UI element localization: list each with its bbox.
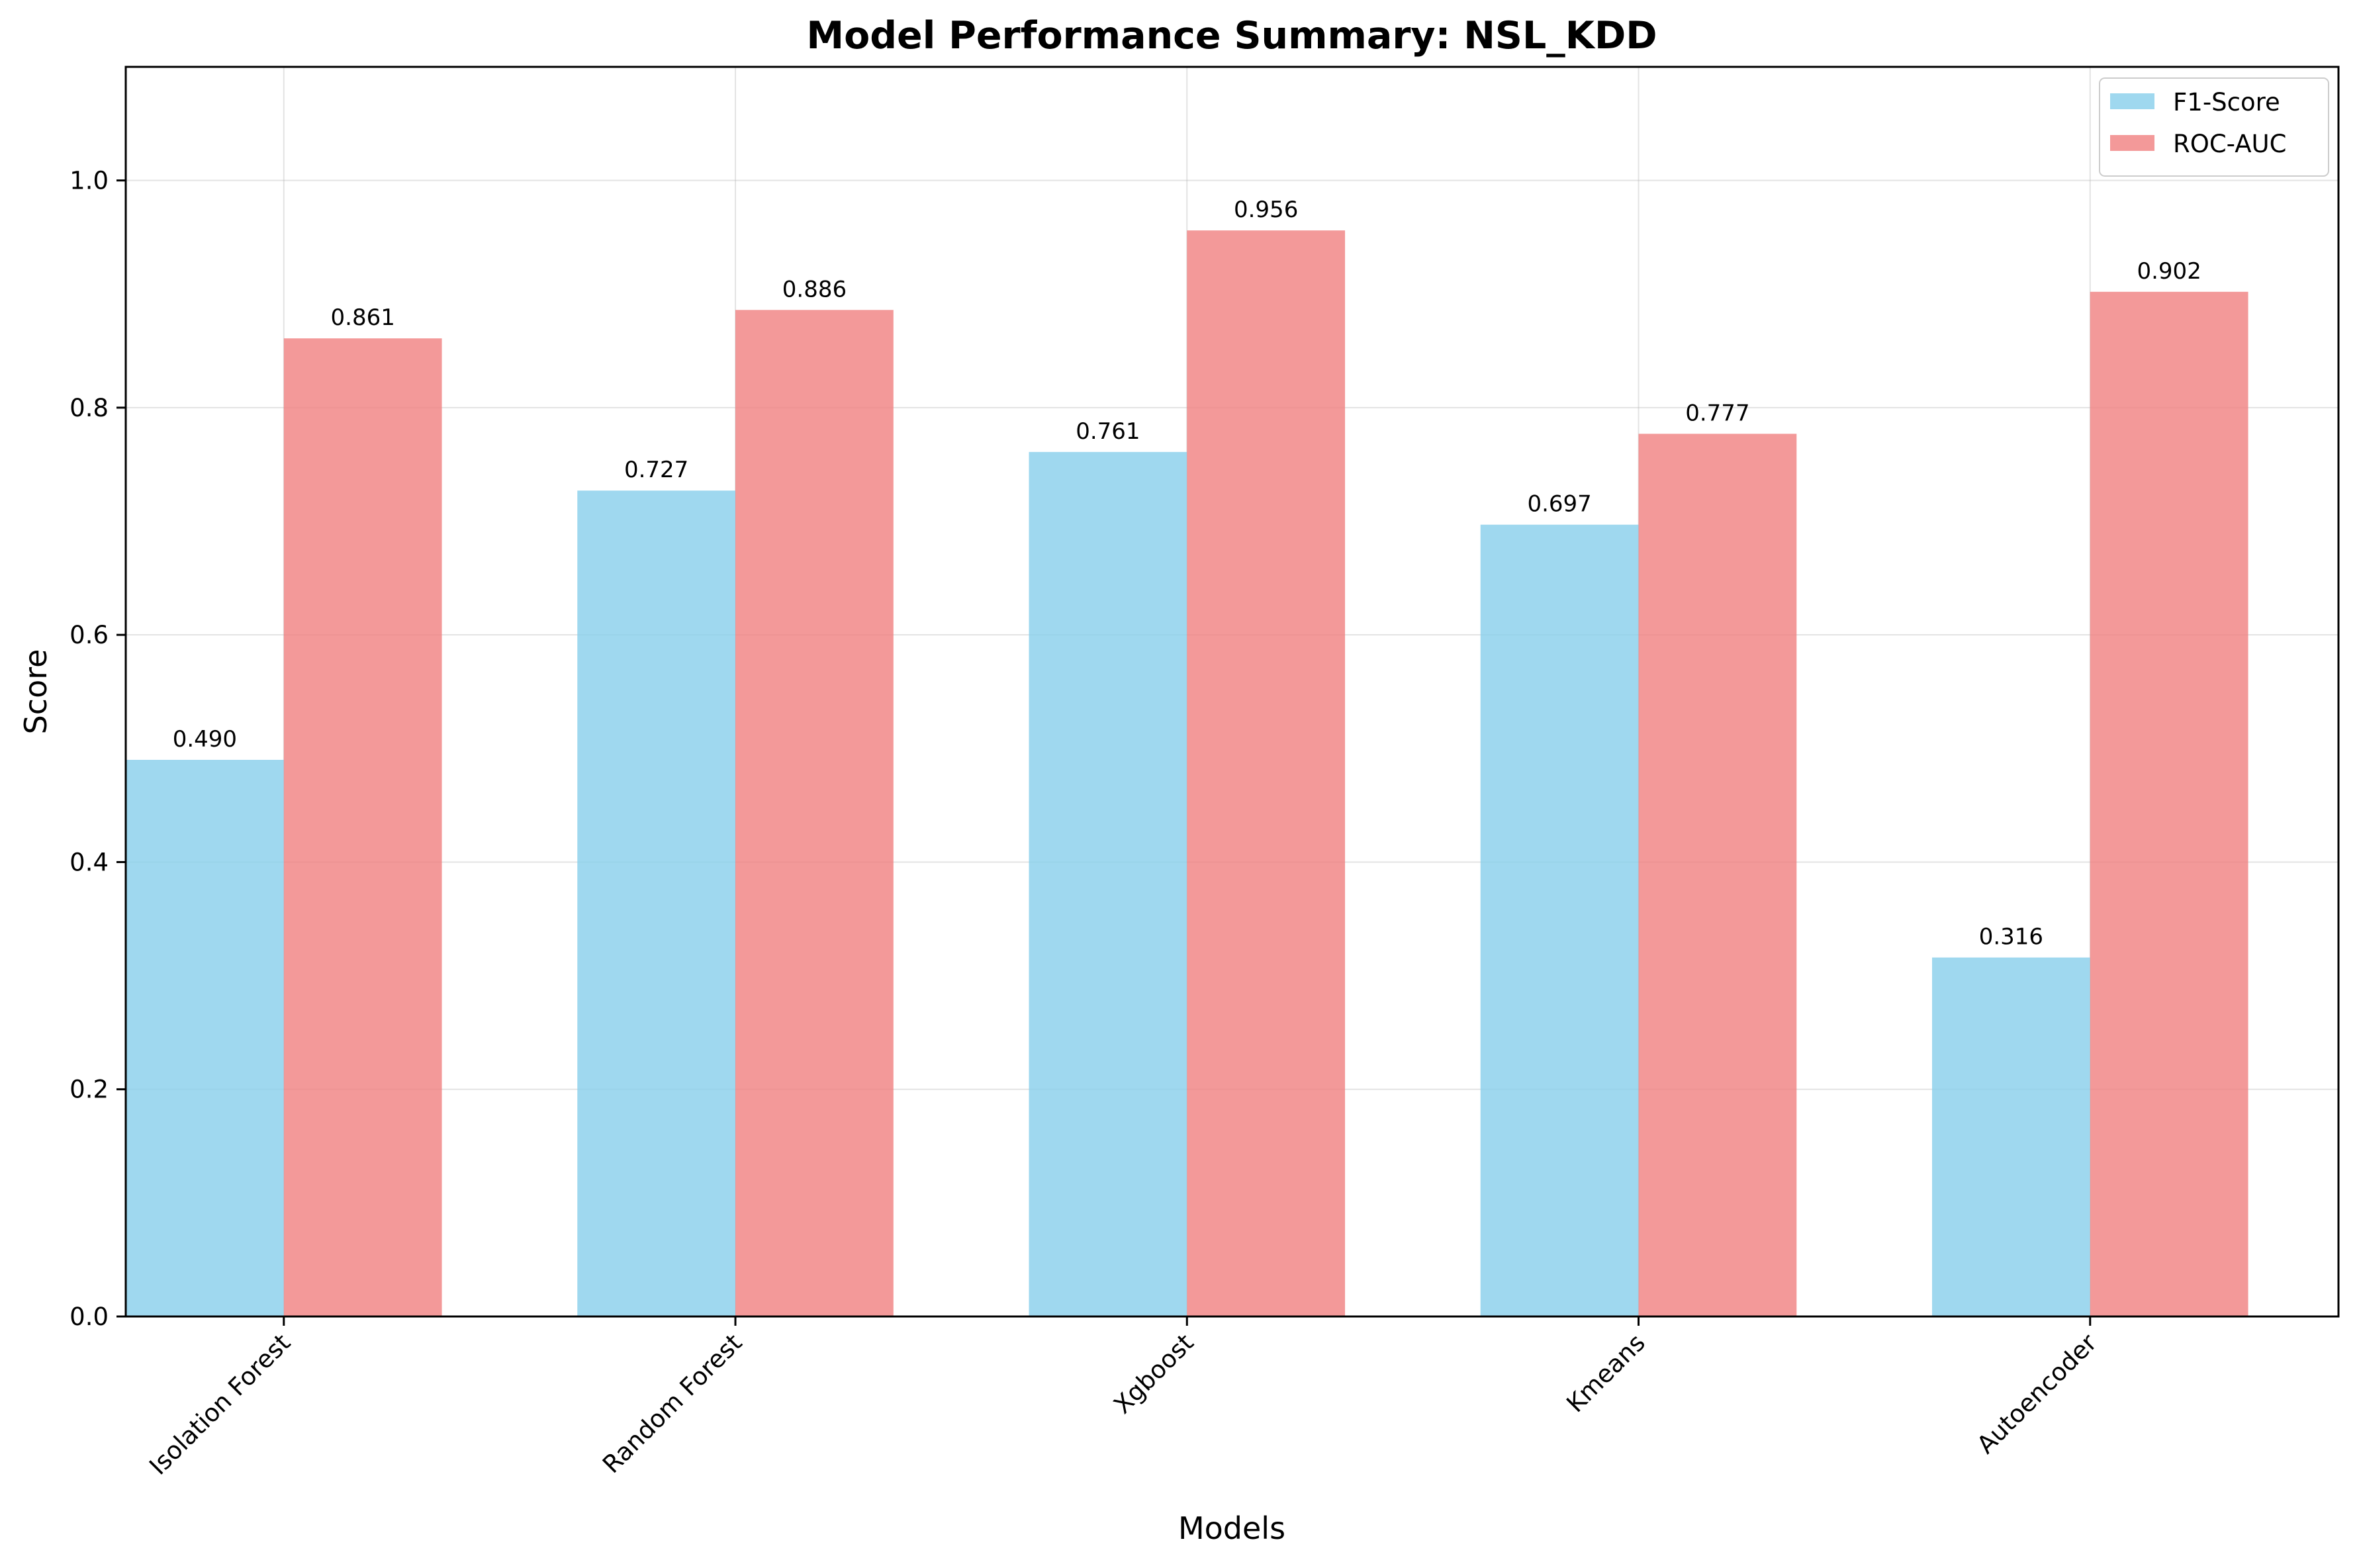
legend-swatch-roc-auc	[2110, 135, 2154, 151]
data-label-f1-score: 0.727	[624, 457, 688, 483]
chart-title: Model Performance Summary: NSL_KDD	[806, 14, 1657, 58]
y-tick-label: 1.0	[69, 167, 109, 195]
bar-roc-auc	[1187, 230, 1346, 1316]
y-tick-label: 0.6	[69, 621, 109, 649]
legend-label-roc-auc: ROC-AUC	[2173, 130, 2286, 158]
data-label-f1-score: 0.761	[1076, 418, 1140, 445]
bar-f1-score	[1029, 451, 1187, 1316]
data-label-f1-score: 0.697	[1527, 491, 1591, 518]
bar-roc-auc	[1638, 434, 1797, 1316]
data-label-f1-score: 0.316	[1979, 924, 2043, 950]
y-tick-label: 0.4	[69, 848, 109, 876]
legend-box	[2099, 77, 2329, 177]
data-label-roc-auc: 0.886	[782, 276, 847, 302]
bar-f1-score	[577, 490, 736, 1316]
data-label-roc-auc: 0.777	[1685, 400, 1749, 426]
legend: F1-Score ROC-AUC	[2099, 77, 2329, 177]
bars	[126, 230, 2248, 1317]
y-tick-label: 0.0	[69, 1303, 109, 1331]
data-label-roc-auc: 0.861	[331, 304, 395, 331]
bar-f1-score	[1931, 957, 2090, 1316]
plot-frame	[124, 66, 2340, 1318]
legend-label-f1-score: F1-Score	[2173, 88, 2280, 116]
bar-roc-auc	[283, 338, 442, 1316]
bar-f1-score	[1480, 524, 1639, 1316]
x-axis-label: Models	[1178, 1510, 1285, 1546]
data-label-roc-auc: 0.956	[1234, 197, 1298, 223]
bar-f1-score	[126, 759, 284, 1316]
bar-roc-auc	[735, 310, 894, 1317]
y-tick-label: 0.2	[69, 1076, 109, 1104]
y-axis-label: Score	[18, 649, 54, 735]
bar-roc-auc	[2090, 291, 2248, 1317]
legend-swatch-f1-score	[2110, 93, 2154, 109]
data-label-roc-auc: 0.902	[2137, 258, 2201, 285]
data-labels: 0.490 0.727 0.761 0.697 0.316 0.861 0.886 0.956…	[173, 197, 2201, 950]
data-label-f1-score: 0.490	[173, 726, 237, 753]
y-tick-label: 0.8	[69, 394, 109, 422]
